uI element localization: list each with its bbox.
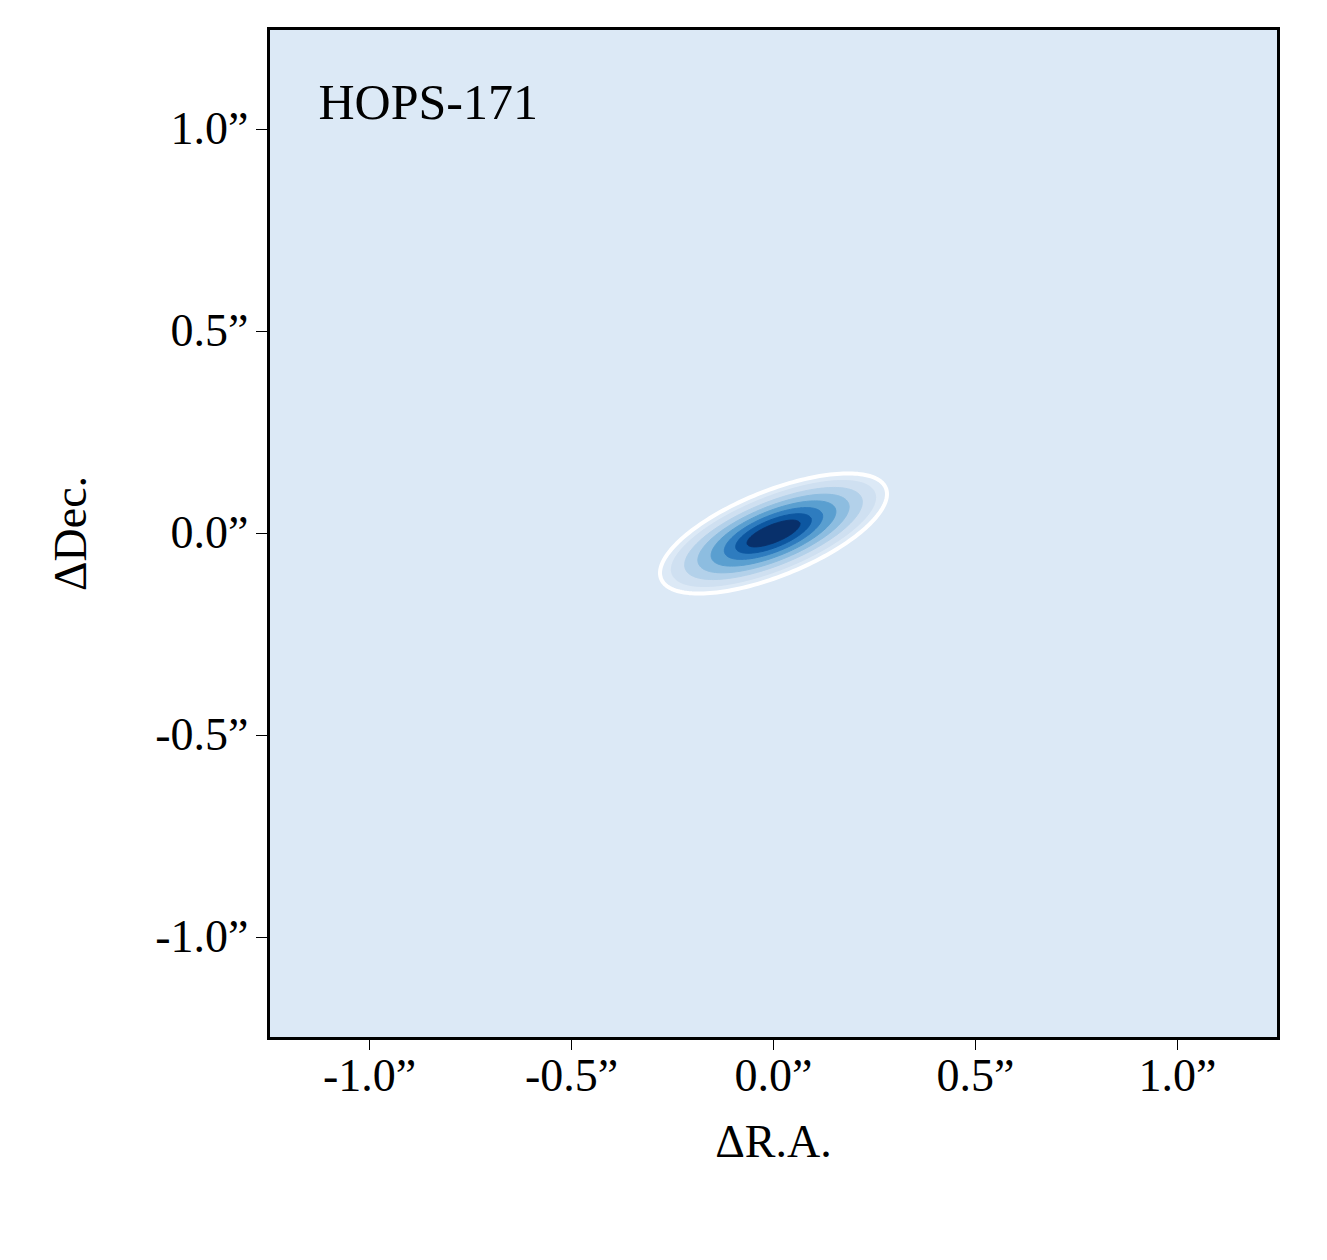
svg-text:0.5”: 0.5” — [171, 305, 249, 356]
svg-text:HOPS-171: HOPS-171 — [319, 74, 538, 130]
svg-text:1.0”: 1.0” — [171, 103, 249, 154]
svg-text:0.5”: 0.5” — [937, 1050, 1015, 1101]
svg-text:-0.5”: -0.5” — [525, 1050, 618, 1101]
svg-text:0.0”: 0.0” — [735, 1050, 813, 1101]
svg-text:-1.0”: -1.0” — [323, 1050, 416, 1101]
svg-text:0.0”: 0.0” — [171, 507, 249, 558]
svg-text:1.0”: 1.0” — [1139, 1050, 1217, 1101]
svg-text:-0.5”: -0.5” — [155, 709, 248, 760]
svg-text:-1.0”: -1.0” — [155, 911, 248, 962]
svg-text:ΔDec.: ΔDec. — [45, 476, 96, 591]
svg-text:ΔR.A.: ΔR.A. — [715, 1116, 831, 1167]
